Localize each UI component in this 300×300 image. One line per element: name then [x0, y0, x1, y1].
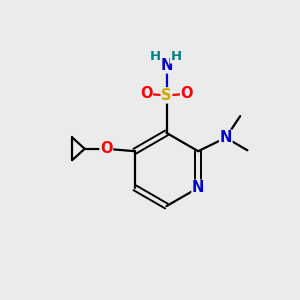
Text: O: O: [100, 141, 112, 156]
Text: N: N: [192, 180, 204, 195]
Text: H: H: [149, 50, 161, 63]
Text: N: N: [160, 58, 173, 73]
Text: H: H: [170, 50, 182, 63]
Text: S: S: [161, 88, 172, 103]
Text: O: O: [181, 86, 193, 101]
Text: O: O: [140, 86, 152, 101]
Text: N: N: [220, 130, 232, 145]
